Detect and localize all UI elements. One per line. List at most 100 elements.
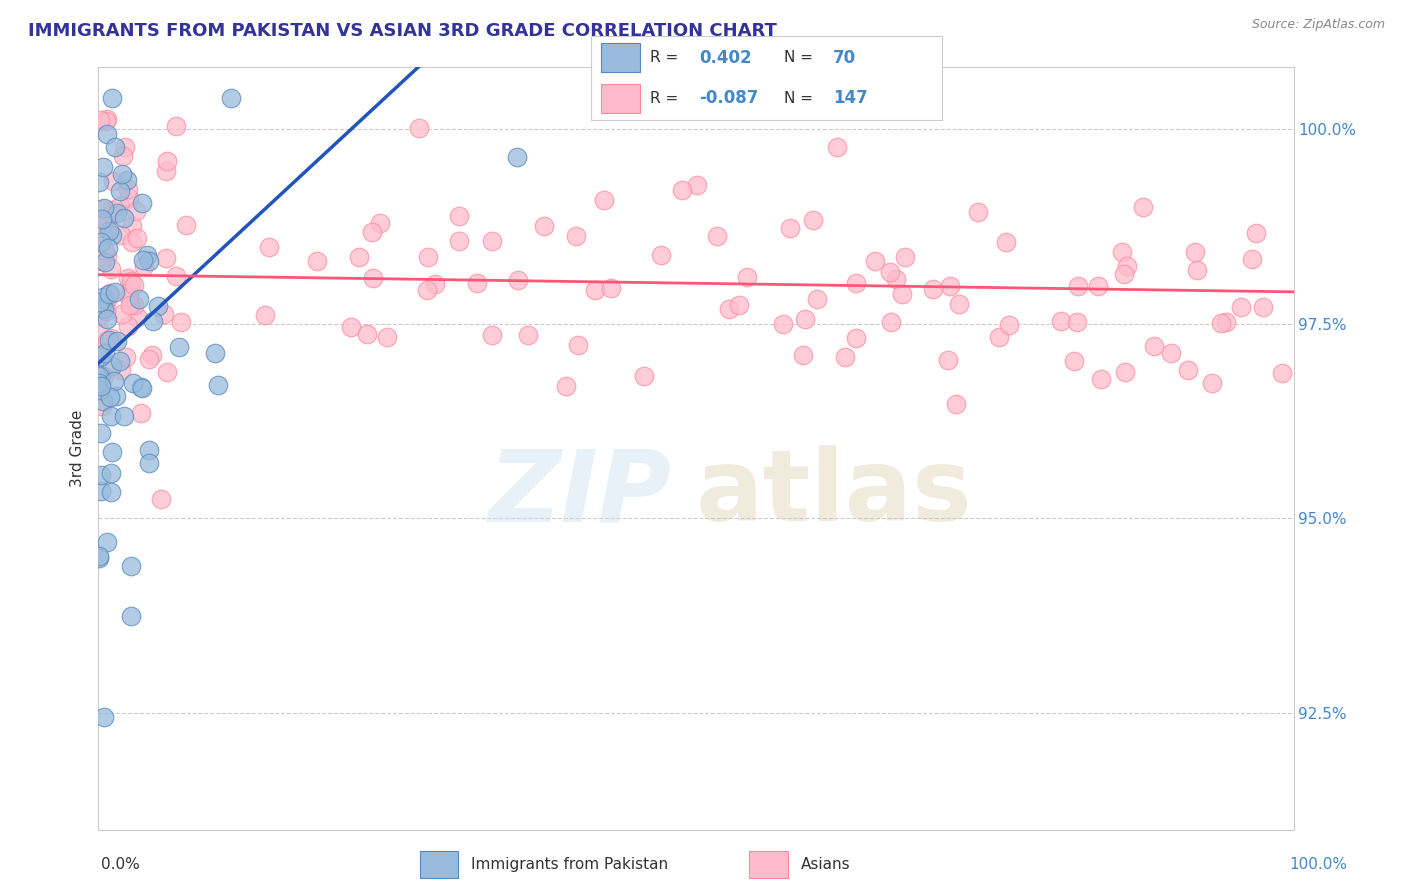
Point — [863, 254, 886, 268]
Point — [1049, 314, 1071, 328]
Point — [101, 174, 124, 188]
Point — [425, 277, 447, 291]
Point — [112, 211, 135, 226]
Text: atlas: atlas — [696, 445, 973, 542]
Point — [105, 206, 128, 220]
Point — [706, 228, 728, 243]
Point — [101, 444, 124, 458]
Point — [1271, 366, 1294, 380]
Point — [117, 182, 139, 196]
Point — [90, 235, 112, 249]
Point — [880, 315, 903, 329]
Point — [339, 319, 361, 334]
Point — [97, 286, 120, 301]
Text: N =: N = — [785, 91, 818, 106]
Point — [100, 409, 122, 423]
Point — [375, 330, 398, 344]
Point — [879, 265, 901, 279]
Point — [94, 303, 117, 318]
Point — [129, 380, 152, 394]
Point — [922, 282, 945, 296]
Point — [1067, 278, 1090, 293]
Bar — [749, 851, 789, 878]
Point — [204, 346, 226, 360]
Point — [93, 368, 115, 383]
Point — [1111, 245, 1133, 260]
Text: -0.087: -0.087 — [699, 89, 759, 107]
Point — [101, 203, 124, 218]
Point — [96, 250, 118, 264]
Point — [100, 262, 122, 277]
Point — [1112, 268, 1135, 282]
Point — [141, 348, 163, 362]
Point — [105, 334, 128, 349]
Point — [170, 315, 193, 329]
Point — [90, 379, 112, 393]
Point — [138, 442, 160, 457]
Point — [87, 549, 110, 564]
Point — [89, 221, 111, 235]
Point — [165, 269, 187, 284]
Point — [97, 333, 120, 347]
Text: R =: R = — [650, 91, 683, 106]
Point — [792, 348, 814, 362]
Point — [938, 279, 960, 293]
Point — [156, 366, 179, 380]
Point — [118, 191, 141, 205]
Point — [564, 228, 586, 243]
Point — [349, 250, 371, 264]
Point — [98, 286, 121, 301]
Point — [360, 225, 382, 239]
Point — [685, 178, 707, 193]
Point — [1177, 363, 1199, 377]
Point — [257, 240, 280, 254]
Text: Immigrants from Pakistan: Immigrants from Pakistan — [471, 857, 668, 871]
Point — [94, 114, 117, 128]
Point — [600, 281, 623, 295]
Point — [100, 359, 122, 373]
Point — [165, 119, 187, 133]
Point — [111, 167, 134, 181]
Point — [110, 227, 132, 242]
Point — [142, 314, 165, 328]
Point — [416, 283, 439, 297]
Point — [94, 345, 117, 359]
Point — [110, 184, 132, 198]
Point — [87, 376, 110, 390]
Point — [155, 251, 177, 265]
Point — [891, 286, 914, 301]
Point — [834, 350, 856, 364]
Point — [1215, 315, 1237, 329]
Point — [481, 234, 503, 248]
Point — [94, 255, 117, 269]
Point — [93, 301, 115, 316]
Point — [555, 379, 578, 393]
Point — [253, 308, 276, 322]
Point — [967, 205, 990, 219]
Point — [994, 235, 1017, 249]
Text: 70: 70 — [832, 49, 856, 67]
Point — [120, 559, 142, 574]
Point — [127, 310, 149, 325]
Point — [96, 534, 118, 549]
Point — [127, 231, 149, 245]
Point — [97, 241, 120, 255]
Point — [1063, 354, 1085, 368]
Point — [117, 271, 139, 285]
Point — [845, 276, 868, 290]
Point — [1251, 300, 1274, 314]
Point — [368, 216, 391, 230]
Point — [1066, 315, 1088, 329]
Point — [96, 127, 118, 141]
Point — [90, 254, 112, 268]
Point — [633, 368, 655, 383]
Point — [89, 351, 111, 365]
Point — [89, 308, 111, 322]
Bar — [419, 851, 458, 878]
Point — [1114, 365, 1136, 379]
Point — [96, 293, 118, 308]
Point — [146, 299, 169, 313]
Point — [938, 353, 960, 368]
Point — [506, 150, 529, 164]
Point — [90, 253, 112, 268]
